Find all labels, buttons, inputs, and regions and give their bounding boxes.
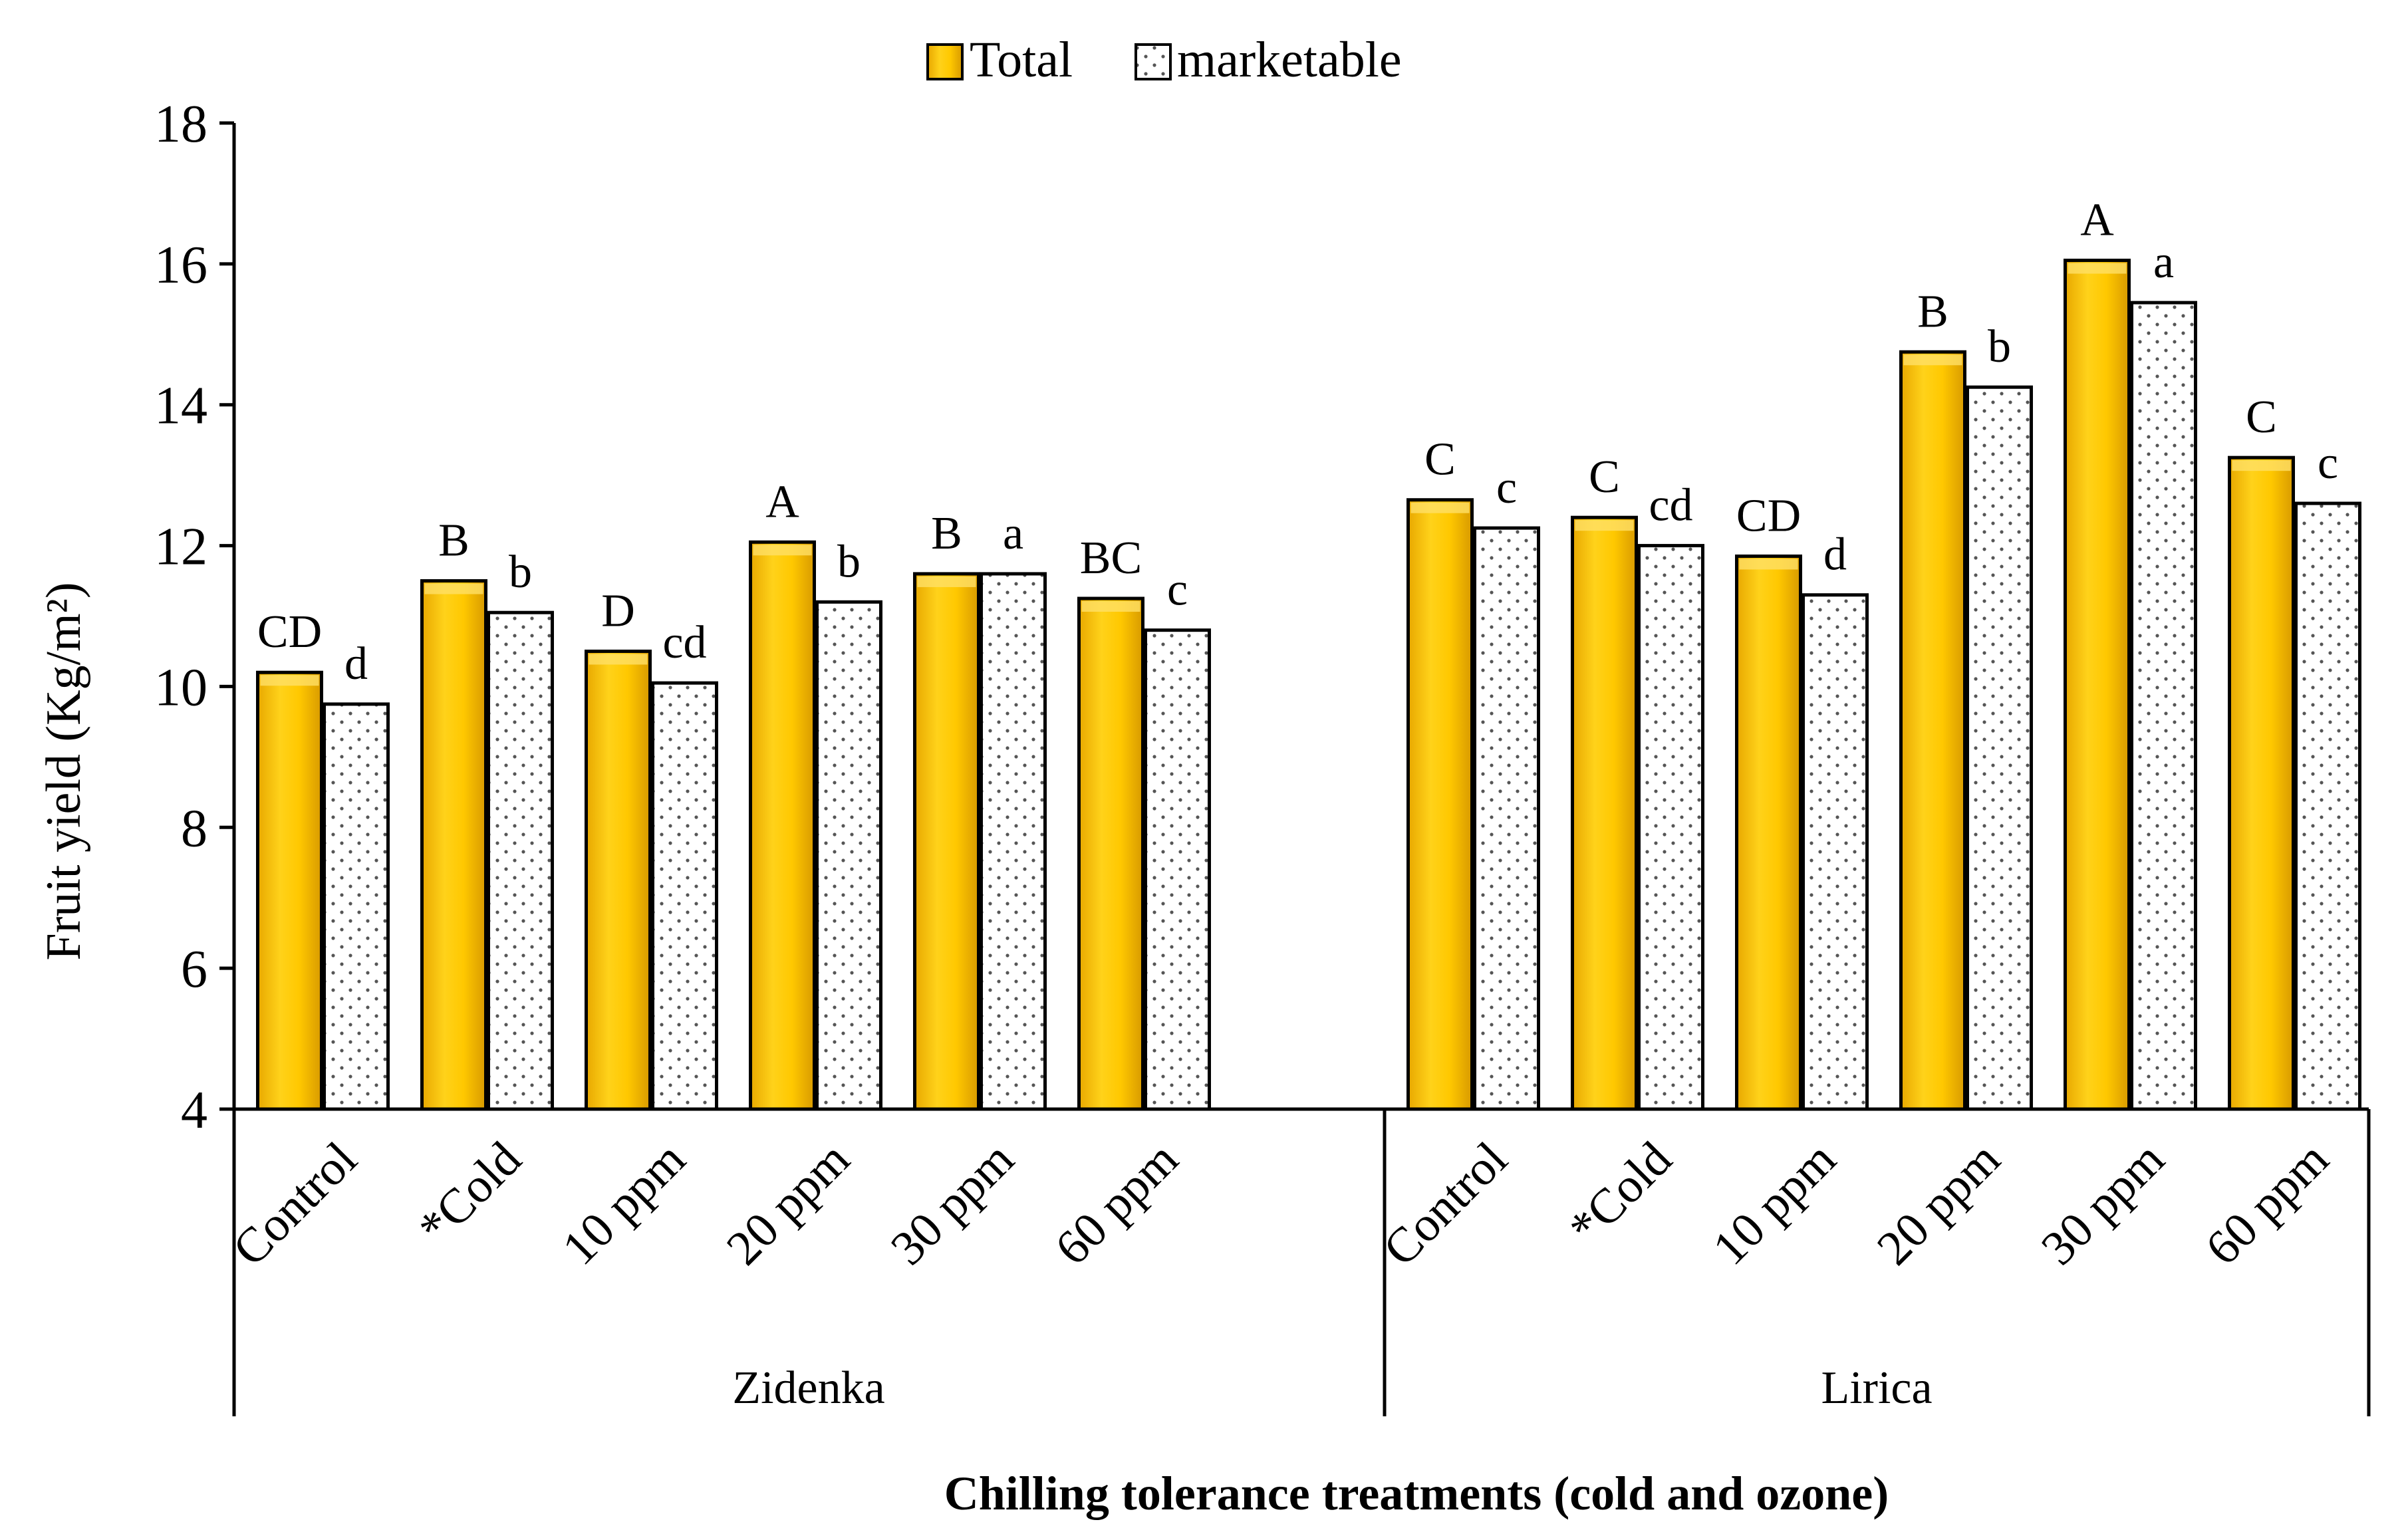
group-label: Lirica: [1821, 1362, 1932, 1414]
legend-swatch-total: [926, 43, 964, 80]
bar-total-bevel: [589, 654, 648, 665]
bar-total: [749, 540, 816, 1111]
significance-label-total: C: [2246, 392, 2277, 443]
significance-label-total: BC: [1080, 533, 1142, 584]
bar-marketable: [2294, 501, 2361, 1111]
y-tick-label: 16: [154, 236, 207, 295]
significance-label-total: B: [438, 515, 469, 567]
x-category-label: *Cold: [408, 1132, 532, 1255]
bar-total: [1571, 515, 1638, 1111]
significance-label-total: D: [601, 585, 635, 636]
bar-total-bevel: [260, 675, 319, 686]
bar-total: [1735, 554, 1802, 1111]
bar-marketable: [323, 702, 390, 1111]
y-tick-label: 4: [181, 1081, 207, 1140]
legend: Total marketable: [926, 32, 1402, 88]
bar-marketable: [487, 610, 554, 1111]
significance-label-total: C: [1589, 451, 1620, 503]
y-tick-label: 6: [181, 940, 207, 999]
y-axis-title: Fruit yield (Kg/m²): [37, 582, 91, 961]
significance-label-marketable: c: [2318, 438, 2338, 489]
bar-marketable: [1473, 526, 1540, 1111]
bar-total-bevel: [1081, 601, 1140, 612]
significance-label-total: C: [1424, 434, 1456, 485]
legend-swatch-marketable: [1135, 43, 1172, 80]
bar-total-bevel: [2232, 460, 2291, 471]
bar-marketable: [1802, 593, 1869, 1111]
bar-total: [420, 579, 487, 1111]
bar-total: [1077, 596, 1144, 1111]
bar-total: [256, 670, 323, 1111]
significance-label-marketable: d: [344, 638, 368, 690]
significance-label-marketable: d: [1823, 529, 1847, 580]
x-category-label: 60 ppm: [1045, 1132, 1188, 1275]
bar-marketable: [815, 600, 882, 1111]
x-category-label: 60 ppm: [2195, 1132, 2339, 1275]
x-category-label: 20 ppm: [1867, 1132, 2010, 1275]
legend-label-marketable: marketable: [1177, 32, 1402, 88]
y-tick-label: 18: [154, 95, 207, 154]
x-category-label: 10 ppm: [552, 1132, 696, 1275]
bar-marketable: [1966, 385, 2033, 1111]
bar-total-bevel: [917, 576, 976, 587]
bar-total-bevel: [1739, 559, 1798, 570]
significance-label-marketable: a: [2153, 237, 2174, 288]
x-category-label: 30 ppm: [880, 1132, 1024, 1275]
bar-total-bevel: [1903, 354, 1962, 366]
bar-total-bevel: [1410, 502, 1470, 513]
y-tick-label: 10: [154, 658, 207, 717]
x-category-label: 10 ppm: [1702, 1132, 1846, 1275]
significance-label-total: B: [931, 508, 962, 559]
y-tick-label: 8: [181, 799, 207, 858]
significance-label-marketable: cd: [1649, 480, 1692, 531]
x-category-label: Control: [223, 1132, 368, 1277]
significance-label-total: CD: [257, 606, 322, 658]
bar-marketable: [2130, 301, 2197, 1111]
bar-marketable: [651, 681, 718, 1111]
x-category-label: Control: [1373, 1132, 1518, 1277]
bar-marketable: [1637, 544, 1704, 1111]
significance-label-marketable: b: [509, 547, 532, 598]
bar-total-bevel: [1575, 520, 1634, 531]
bar-total: [1406, 498, 1474, 1111]
significance-label-total: A: [765, 476, 799, 527]
y-tick-label: 14: [154, 377, 207, 436]
significance-label-marketable: b: [837, 536, 861, 587]
bar-total: [2064, 259, 2131, 1111]
bar-total-bevel: [753, 545, 812, 556]
x-axis-title: Chilling tolerance treatments (cold and …: [944, 1467, 1889, 1520]
bar-total-bevel: [2068, 263, 2127, 274]
bar-total: [2228, 455, 2295, 1111]
bar-marketable: [1144, 628, 1211, 1111]
significance-label-total: B: [1917, 286, 1948, 337]
bar-total: [913, 572, 980, 1111]
significance-label-marketable: b: [1988, 321, 2011, 372]
bar-total: [1899, 350, 1966, 1111]
x-category-label: 20 ppm: [716, 1132, 860, 1275]
significance-label-total: CD: [1736, 490, 1801, 541]
bar-total-bevel: [424, 583, 483, 594]
legend-label-total: Total: [970, 32, 1073, 88]
significance-label-marketable: cd: [662, 617, 706, 668]
bar-total: [585, 649, 652, 1111]
group-label: Zidenka: [732, 1362, 884, 1414]
y-tick-label: 12: [154, 518, 207, 577]
x-category-label: 30 ppm: [2031, 1132, 2175, 1275]
significance-label-total: A: [2080, 195, 2114, 246]
significance-label-marketable: a: [1003, 508, 1023, 559]
significance-label-marketable: c: [1496, 462, 1517, 513]
bar-marketable: [980, 572, 1047, 1111]
bars: [256, 259, 2361, 1111]
significance-label-marketable: c: [1167, 565, 1188, 616]
x-category-label: *Cold: [1559, 1132, 1682, 1255]
